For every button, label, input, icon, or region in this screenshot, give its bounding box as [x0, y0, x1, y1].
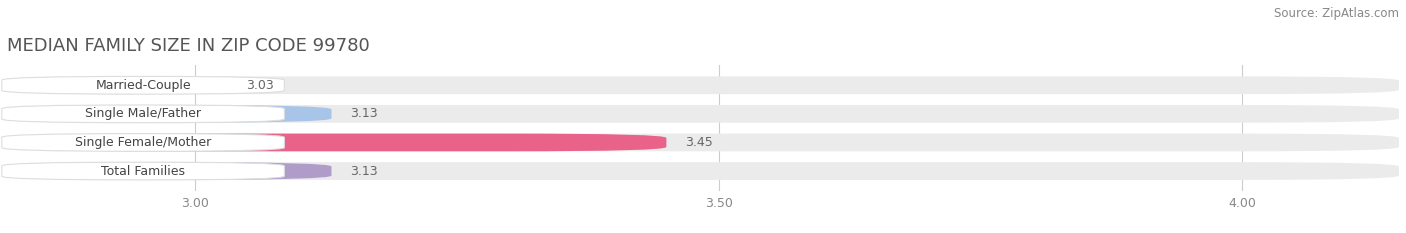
Text: Total Families: Total Families: [101, 164, 186, 178]
FancyBboxPatch shape: [7, 105, 332, 123]
FancyBboxPatch shape: [7, 134, 666, 151]
FancyBboxPatch shape: [7, 162, 332, 180]
Text: MEDIAN FAMILY SIZE IN ZIP CODE 99780: MEDIAN FAMILY SIZE IN ZIP CODE 99780: [7, 37, 370, 55]
FancyBboxPatch shape: [7, 105, 1399, 123]
Text: Single Female/Mother: Single Female/Mother: [75, 136, 211, 149]
Text: Single Male/Father: Single Male/Father: [86, 107, 201, 120]
Text: 3.45: 3.45: [685, 136, 713, 149]
Text: Married-Couple: Married-Couple: [96, 79, 191, 92]
FancyBboxPatch shape: [7, 162, 1399, 180]
Text: 3.13: 3.13: [350, 164, 378, 178]
FancyBboxPatch shape: [7, 76, 226, 94]
FancyBboxPatch shape: [1, 76, 284, 94]
Text: 3.13: 3.13: [350, 107, 378, 120]
FancyBboxPatch shape: [1, 162, 284, 180]
FancyBboxPatch shape: [7, 134, 1399, 151]
FancyBboxPatch shape: [7, 76, 1399, 94]
Text: Source: ZipAtlas.com: Source: ZipAtlas.com: [1274, 7, 1399, 20]
FancyBboxPatch shape: [1, 105, 284, 123]
Text: 3.03: 3.03: [246, 79, 273, 92]
FancyBboxPatch shape: [1, 134, 284, 151]
